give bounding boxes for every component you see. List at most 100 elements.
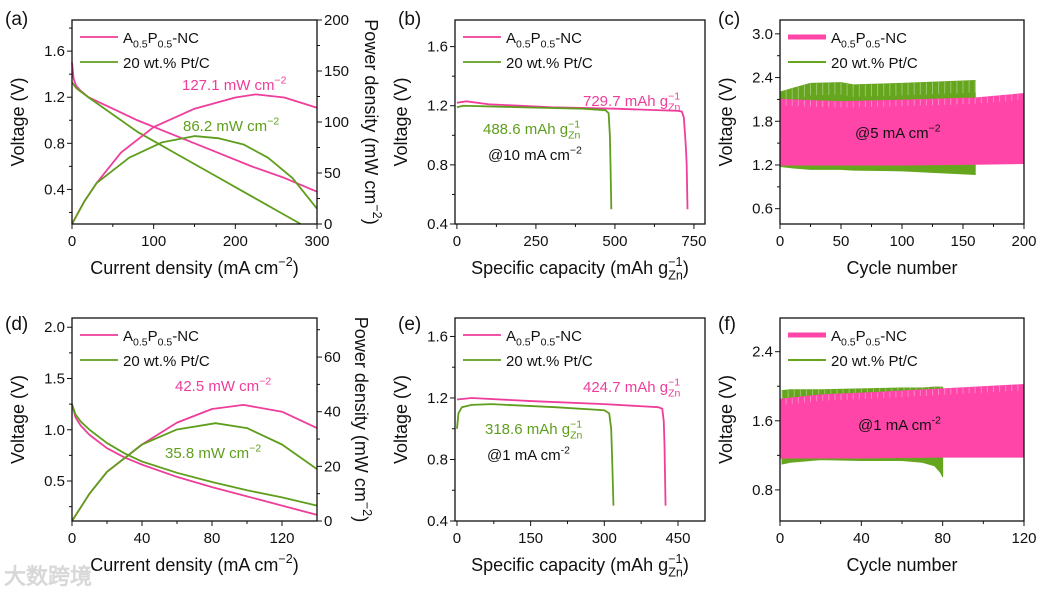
y-axis-title: Voltage (V) bbox=[716, 77, 736, 166]
y-axis-title: Voltage (V) bbox=[391, 375, 411, 464]
x-tick-label: 750 bbox=[681, 233, 706, 250]
y-tick-label: 2.4 bbox=[752, 344, 773, 361]
y-tick-label: 1.2 bbox=[427, 98, 448, 115]
y-tick-label: 0.6 bbox=[752, 201, 773, 218]
panel-label: (d) bbox=[5, 314, 28, 335]
y-tick-label: 2.4 bbox=[752, 70, 773, 87]
x-tick-label: 0 bbox=[453, 530, 461, 547]
series-line-20-wt-pt-c bbox=[456, 403, 615, 506]
y2-tick-label: 0 bbox=[324, 513, 332, 530]
y2-tick-label: 150 bbox=[324, 63, 349, 80]
x-tick-label: 120 bbox=[269, 530, 294, 547]
series-line-a0-5p0-5-nc-voltage bbox=[71, 403, 318, 516]
legend-label-pt-c: 20 wt.% Pt/C bbox=[506, 55, 593, 72]
x-axis-title: Cycle number bbox=[846, 555, 957, 575]
legend: A0.5P0.5-NC 20 wt.% Pt/C bbox=[80, 328, 210, 370]
plot-area bbox=[456, 100, 689, 210]
y-tick-label: 1.6 bbox=[427, 39, 448, 56]
y-tick-label: 0.4 bbox=[427, 513, 448, 530]
y2-tick-label: 40 bbox=[324, 404, 341, 421]
x-tick-label: 150 bbox=[518, 530, 543, 547]
legend: A0.5P0.5-NC 20 wt.% Pt/C bbox=[788, 328, 918, 370]
plot-area bbox=[456, 397, 667, 506]
x-tick-label: 0 bbox=[776, 530, 784, 547]
y-tick-label: 1.5 bbox=[44, 370, 65, 387]
legend-label-pt-c: 20 wt.% Pt/C bbox=[831, 55, 918, 72]
series-line-a0-5p0-5-nc-power bbox=[71, 93, 318, 225]
x-tick-label: 0 bbox=[453, 233, 461, 250]
panel-label: (f) bbox=[718, 314, 736, 335]
series-line-20-wt-pt-c-voltage bbox=[71, 81, 302, 225]
series-line-a0-5p0-5-nc bbox=[456, 397, 667, 506]
annotation: @10 mA cm−2 bbox=[488, 144, 582, 164]
x-tick-label: 150 bbox=[950, 233, 975, 250]
y-tick-label: 1.6 bbox=[427, 328, 448, 345]
y-tick-label: 1.2 bbox=[44, 89, 65, 106]
legend-label-a05p05-nc: A0.5P0.5-NC bbox=[506, 30, 582, 51]
panel-label: (b) bbox=[398, 9, 421, 30]
x-tick-label: 40 bbox=[853, 530, 870, 547]
y-tick-label: 2.0 bbox=[44, 319, 65, 336]
panel-label: (c) bbox=[718, 9, 740, 30]
plot-area bbox=[71, 403, 318, 522]
y-tick-label: 1.8 bbox=[752, 113, 773, 130]
x-axis-title: Specific capacity (mAh g−1 Zn) bbox=[471, 552, 689, 580]
annotation: 42.5 mW cm−2 bbox=[175, 375, 271, 395]
x-tick-label: 500 bbox=[602, 233, 627, 250]
annotation: 127.1 mW cm−2 bbox=[182, 74, 287, 94]
legend-label-a05p05-nc: A0.5P0.5-NC bbox=[123, 328, 199, 349]
plot-area bbox=[779, 383, 1025, 478]
annotation: 86.2 mW cm−2 bbox=[183, 115, 279, 135]
panel-label: (e) bbox=[398, 314, 421, 335]
x-axis-title: Current density (mA cm−2) bbox=[90, 255, 298, 278]
y2-axis-title: Power density (mW cm−2) bbox=[361, 19, 384, 224]
series-line-20-wt-pt-c-power bbox=[71, 422, 318, 522]
y-axis-title: Voltage (V) bbox=[8, 77, 28, 166]
annotation: @5 mA cm−2 bbox=[855, 122, 941, 142]
annotation: @1 mA cm-2 bbox=[487, 444, 570, 464]
legend-label-pt-c: 20 wt.% Pt/C bbox=[123, 353, 210, 370]
panel-d: 0 40 80 120 0.5 1.0 1.5 2.0 0 20 40 60 Power density… bbox=[5, 314, 374, 575]
y-tick-label: 1.6 bbox=[752, 413, 773, 430]
y2-tick-label: 0 bbox=[324, 216, 332, 233]
y-tick-label: 1.6 bbox=[44, 43, 65, 60]
x-tick-label: 200 bbox=[223, 233, 248, 250]
legend: A0.5P0.5-NC 20 wt.% Pt/C bbox=[80, 30, 210, 72]
legend: A0.5P0.5-NC 20 wt.% Pt/C bbox=[788, 30, 918, 72]
y-tick-label: 0.8 bbox=[752, 482, 773, 499]
panel-f: 0 40 80 120 0.8 1.6 2.4 Cycle number Voltage (V)… bbox=[716, 314, 1037, 575]
x-tick-label: 80 bbox=[934, 530, 951, 547]
y-axis-title: Voltage (V) bbox=[391, 77, 411, 166]
x-axis-title: Current density (mA cm−2) bbox=[90, 552, 298, 575]
series-line-a0-5p0-5-nc bbox=[456, 100, 689, 210]
panel-label: (a) bbox=[5, 9, 28, 30]
legend-label-pt-c: 20 wt.% Pt/C bbox=[506, 353, 593, 370]
annotation: 729.7 mAh g−1 Zn bbox=[583, 90, 680, 113]
panel-b: 0 250 500 750 0.4 0.8 1.2 1.6 Specific capacity … bbox=[391, 9, 706, 282]
x-tick-label: 100 bbox=[889, 233, 914, 250]
y-tick-label: 0.4 bbox=[44, 181, 65, 198]
x-tick-label: 40 bbox=[134, 530, 151, 547]
plot-area bbox=[71, 62, 318, 225]
series-line-20-wt-pt-c-voltage bbox=[71, 403, 318, 507]
legend-label-a05p05-nc: A0.5P0.5-NC bbox=[506, 328, 582, 349]
y2-tick-label: 100 bbox=[324, 114, 349, 131]
x-tick-label: 450 bbox=[665, 530, 690, 547]
y-tick-label: 0.8 bbox=[427, 157, 448, 174]
y-tick-label: 1.2 bbox=[752, 157, 773, 174]
series-line-a0-5p0-5-nc-power bbox=[71, 403, 318, 522]
x-tick-label: 80 bbox=[204, 530, 221, 547]
y2-tick-label: 200 bbox=[324, 12, 349, 29]
x-tick-label: 120 bbox=[1011, 530, 1036, 547]
panel-a: 0 100 200 300 0.4 0.8 1.2 1.6 0 50 100 150 200 Power … bbox=[5, 9, 384, 278]
annotation: 488.6 mAh g−1 Zn bbox=[483, 118, 580, 141]
x-tick-label: 0 bbox=[68, 530, 76, 547]
series-line-20-wt-pt-c-power bbox=[71, 135, 318, 225]
y-tick-label: 0.5 bbox=[44, 473, 65, 490]
x-tick-label: 0 bbox=[68, 233, 76, 250]
annotation: 424.7 mAh g−1 Zn bbox=[583, 376, 680, 399]
legend-label-a05p05-nc: A0.5P0.5-NC bbox=[831, 328, 907, 349]
x-tick-label: 300 bbox=[304, 233, 329, 250]
y-axis-title: Voltage (V) bbox=[8, 375, 28, 464]
